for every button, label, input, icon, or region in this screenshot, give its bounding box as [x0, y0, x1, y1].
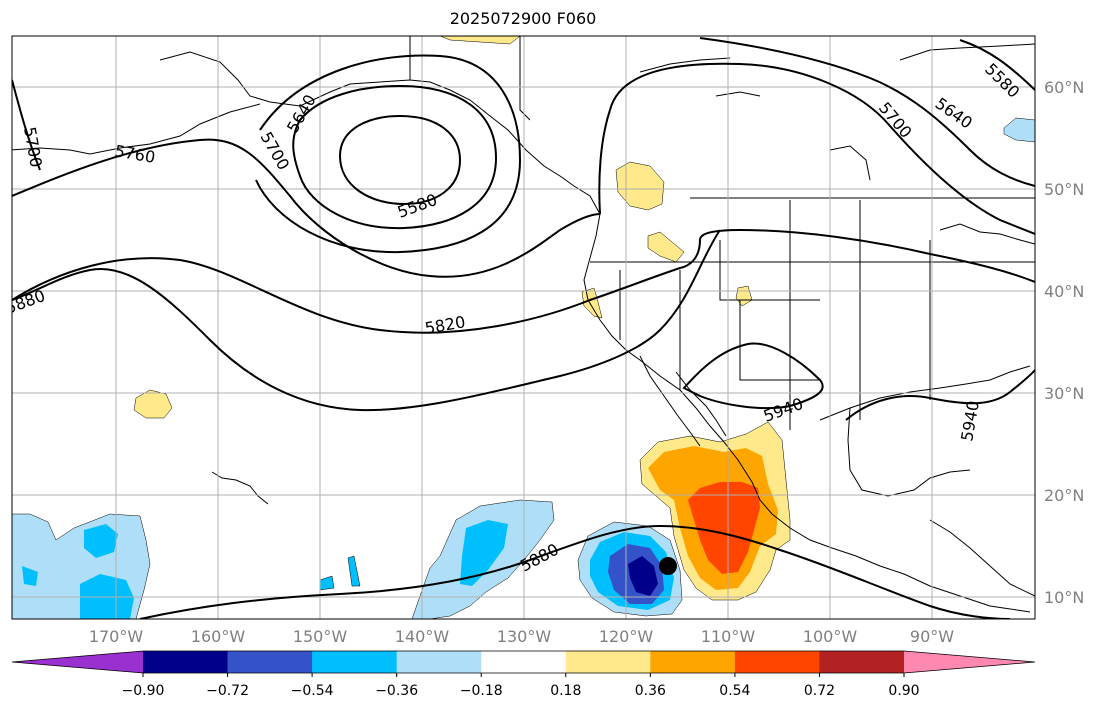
negative-anomaly-central-blue: [460, 520, 508, 586]
colorbar-segment: [734, 651, 820, 673]
contour-5640-low: [292, 84, 498, 230]
negative-anomaly-small2: [347, 555, 361, 587]
contour-5820: [12, 228, 1035, 334]
lon-label: 120°W: [599, 627, 654, 646]
colorbar-segment: [481, 651, 567, 673]
positive-anomaly-alaska: [439, 36, 521, 45]
colorbar-tick-label: 0.18: [550, 683, 581, 699]
positive-anomaly-mexico-red: [688, 482, 760, 574]
negative-anomaly-cyclone-dark: [628, 556, 658, 596]
lon-label: 130°W: [497, 627, 552, 646]
lon-label: 170°W: [89, 627, 144, 646]
gridlines: [12, 36, 1035, 619]
coastlines: [12, 36, 1035, 613]
lat-label: 30°N: [1044, 384, 1084, 403]
contour-5940-gulf: [845, 369, 1035, 421]
colorbar-segment: [143, 651, 229, 673]
colorbar-tick-label: 0.90: [888, 683, 919, 699]
lon-label: 140°W: [395, 627, 450, 646]
contour-5880-south: [139, 524, 1011, 619]
lat-label: 50°N: [1044, 180, 1084, 199]
positive-anomaly-idaho: [647, 231, 685, 263]
lon-label: 110°W: [701, 627, 756, 646]
contour-5700-west: [12, 79, 41, 171]
negative-anomaly-northeast: [1003, 117, 1035, 143]
negative-anomaly-west-blue3: [22, 566, 38, 586]
negative-anomaly-west-blue1: [84, 524, 118, 558]
storm-center-marker: [659, 557, 677, 575]
colorbar-extend-low: [12, 651, 143, 673]
colorbar-segment: [227, 651, 313, 673]
contour-5700-east: [609, 62, 1035, 235]
lon-label: 160°W: [191, 627, 246, 646]
contour-5580-east: [959, 39, 1035, 91]
colorbar-tick-label: 0.36: [635, 683, 666, 699]
colorbar-segment: [565, 651, 651, 673]
latitude-labels: 60°N 50°N 40°N 30°N 20°N 10°N: [1044, 78, 1084, 607]
lat-label: 60°N: [1044, 78, 1084, 97]
contour-5760: [12, 138, 601, 278]
colorbar-segment: [396, 651, 482, 673]
colorbar-tick-label: −0.90: [122, 683, 165, 699]
map-frame: [11, 35, 1036, 620]
height-contours: [12, 37, 1035, 619]
contour-5580-low: [338, 114, 462, 206]
colorbar-tick-label: −0.54: [291, 683, 334, 699]
lon-label: 150°W: [293, 627, 348, 646]
contour-5700-low: [255, 54, 522, 254]
colorbar-segment: [650, 651, 736, 673]
colorbar-segment: [312, 651, 398, 673]
lon-label: 100°W: [803, 627, 858, 646]
colorbar-tick-label: −0.72: [206, 683, 249, 699]
longitude-labels: 170°W 160°W 150°W 140°W 130°W 120°W 110°…: [89, 627, 954, 646]
lon-label: 90°W: [910, 627, 954, 646]
colorbar-tick-label: 0.54: [719, 683, 750, 699]
contour-5700-inner: [598, 109, 611, 215]
colorbar-extend-high: [904, 651, 1035, 673]
colorbar-tick-label: 0.72: [804, 683, 835, 699]
map-title: 2025072900 F060: [449, 9, 597, 28]
colorbar-tick-label: −0.18: [460, 683, 503, 699]
lat-label: 20°N: [1044, 486, 1084, 505]
contour-5940-mex: [682, 342, 824, 410]
positive-anomaly-pacific: [133, 389, 173, 419]
lat-label: 40°N: [1044, 282, 1084, 301]
colorbar-segment: [819, 651, 905, 673]
positive-anomaly-canada: [615, 161, 665, 211]
colorbar: −0.90 −0.72 −0.54 −0.36 −0.18 0.18 0.36 0.54 0.7…: [11, 650, 1036, 699]
colorbar-tick-label: −0.36: [375, 683, 418, 699]
contour-5640-east: [699, 37, 1035, 187]
contour-5880: [12, 229, 721, 412]
lat-label: 10°N: [1044, 588, 1084, 607]
